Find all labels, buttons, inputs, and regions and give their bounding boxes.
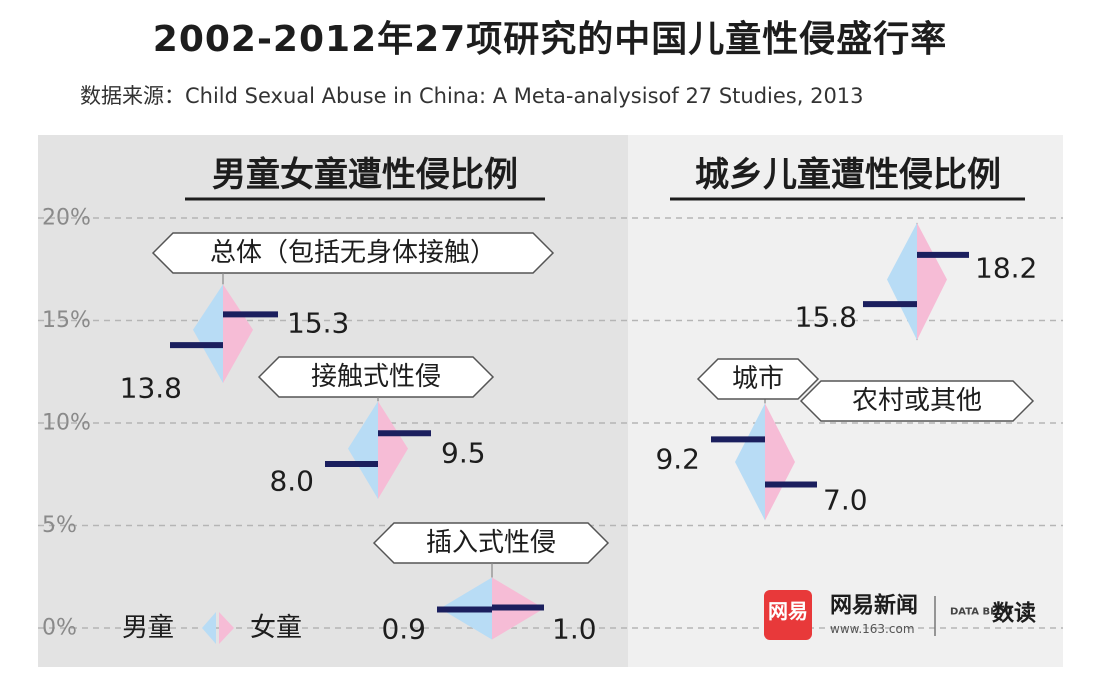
left-panel-title: 男童女童遭性侵比例 bbox=[212, 155, 518, 195]
category-label-rural-box bbox=[799, 380, 1035, 422]
legend-boy-swatch bbox=[202, 612, 216, 644]
city-boy-mark bbox=[887, 222, 917, 341]
category-label-city: 城市 bbox=[732, 364, 784, 394]
city-boy-value: 15.8 bbox=[795, 301, 857, 334]
page-title: 2002-2012年27项研究的中国儿童性侵盛行率 bbox=[152, 19, 948, 60]
netease-logo-text: 网易 bbox=[768, 599, 808, 623]
y-tick-label: 5% bbox=[42, 513, 77, 538]
datablog-logo-icon: DATA BLOG bbox=[950, 607, 1013, 618]
category-label-penetrative-box bbox=[372, 522, 610, 564]
contact-boy-value: 8.0 bbox=[269, 465, 314, 498]
overall-girl-mark bbox=[223, 284, 253, 384]
overall-boy-value: 13.8 bbox=[120, 372, 182, 405]
y-tick-label: 0% bbox=[42, 616, 77, 641]
contact-girl-value: 9.5 bbox=[441, 437, 486, 470]
category-label-contact: 接触式性侵 bbox=[311, 362, 441, 392]
rural-girl-mark bbox=[765, 403, 795, 521]
penetrative-boy-value: 0.9 bbox=[381, 613, 426, 646]
category-label-overall-box bbox=[151, 232, 555, 274]
y-tick-label: 20% bbox=[42, 206, 91, 231]
legend-boy-label: 男童 bbox=[122, 613, 174, 643]
sub-brand-name: 数读 bbox=[992, 601, 1036, 627]
netease-logo-icon bbox=[764, 590, 812, 640]
rural-girl-value: 7.0 bbox=[823, 484, 868, 517]
category-label-penetrative: 插入式性侵 bbox=[426, 528, 556, 558]
contact-girl-mark bbox=[378, 401, 408, 499]
category-label-rural: 农村或其他 bbox=[852, 386, 982, 416]
legend-girl-swatch bbox=[219, 612, 234, 644]
rural-boy-mark bbox=[735, 403, 765, 521]
y-tick-label: 15% bbox=[42, 308, 91, 333]
overall-boy-mark bbox=[193, 284, 223, 384]
city-girl-value: 18.2 bbox=[975, 252, 1037, 285]
category-label-contact-box bbox=[257, 356, 495, 398]
legend-girl-label: 女童 bbox=[250, 613, 302, 643]
overall-girl-value: 15.3 bbox=[287, 307, 349, 340]
category-label-overall: 总体（包括无身体接触） bbox=[210, 238, 496, 268]
rural-boy-value: 9.2 bbox=[655, 443, 700, 476]
source-note: 数据来源：Child Sexual Abuse in China: A Meta… bbox=[80, 84, 864, 108]
left-panel bbox=[38, 135, 628, 667]
category-label-city-box bbox=[696, 358, 820, 400]
y-tick-label: 10% bbox=[42, 411, 91, 436]
penetrative-girl-value: 1.0 bbox=[552, 613, 597, 646]
right-panel-title: 城乡儿童遭性侵比例 bbox=[695, 155, 1001, 195]
contact-boy-mark bbox=[348, 401, 378, 499]
brand-url: www.163.com bbox=[830, 622, 915, 636]
brand-name: 网易新闻 bbox=[830, 593, 918, 619]
